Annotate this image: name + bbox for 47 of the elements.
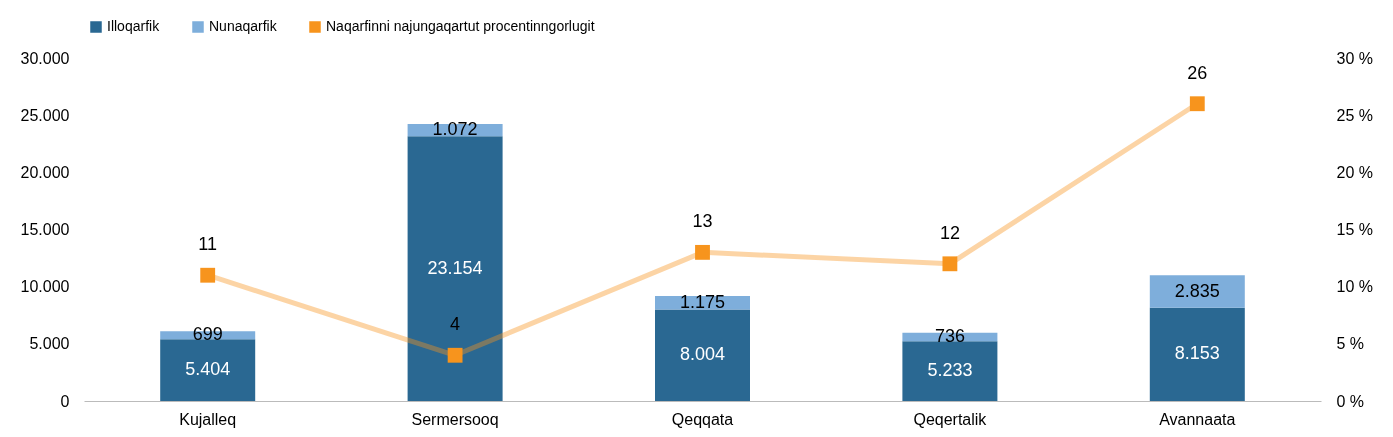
data-label: 23.154 <box>427 257 483 278</box>
data-label: 4 <box>450 314 461 335</box>
y-tick-label: 20.000 <box>20 163 70 181</box>
data-label: 5.233 <box>927 360 973 381</box>
bar <box>902 341 998 401</box>
x-tick-label: Sermersooq <box>411 410 499 428</box>
y2-tick-label: 5 % <box>1336 335 1365 353</box>
y-tick-label: 30.000 <box>20 49 70 67</box>
x-tick-label: Qeqertalik <box>913 410 988 428</box>
y-tick-label: 15.000 <box>20 221 70 238</box>
point <box>1189 96 1205 112</box>
y2-tick-label: 30 % <box>1336 49 1373 67</box>
bar <box>655 309 750 401</box>
y-tick-label: 0 <box>60 392 70 410</box>
data-label: 26 <box>1187 62 1208 83</box>
data-label: 8.153 <box>1174 343 1220 364</box>
legend-label: Illoqarfik <box>107 18 161 34</box>
point <box>942 256 958 272</box>
data-label: 13 <box>692 211 713 232</box>
bar <box>1149 307 1245 401</box>
y2-tick-label: 15 % <box>1336 221 1373 238</box>
bar <box>407 136 503 401</box>
data-label: 736 <box>934 325 965 346</box>
point <box>447 347 463 363</box>
legend-label: Naqarfinni najungaqartut procentinngorlugit <box>326 18 595 34</box>
data-label: 1.072 <box>432 119 478 140</box>
y2-tick-label: 25 % <box>1336 106 1373 124</box>
data-label: 11 <box>198 234 218 255</box>
data-label: 12 <box>939 222 960 243</box>
legend-label: Nunaqarfik <box>209 18 278 34</box>
data-label: 8.004 <box>679 344 726 365</box>
point <box>200 267 216 283</box>
y-tick-label: 10.000 <box>20 278 70 296</box>
data-label: 2.835 <box>1174 280 1220 301</box>
y2-tick-label: 10 % <box>1336 278 1373 296</box>
point <box>695 244 710 260</box>
bar <box>1149 275 1245 308</box>
y2-tick-label: 20 % <box>1336 163 1373 181</box>
x-tick-label: Avannaata <box>1159 410 1236 428</box>
data-label: 5.404 <box>185 359 231 380</box>
x-tick-label: Qeqqata <box>671 410 734 428</box>
x-tick-label: Kujalleq <box>179 410 237 428</box>
y2-tick-label: 0 % <box>1336 392 1365 410</box>
data-label: 1.175 <box>679 291 726 312</box>
y-tick-label: 25.000 <box>20 106 70 124</box>
y-tick-label: 5.000 <box>29 335 70 353</box>
bar <box>160 339 256 401</box>
